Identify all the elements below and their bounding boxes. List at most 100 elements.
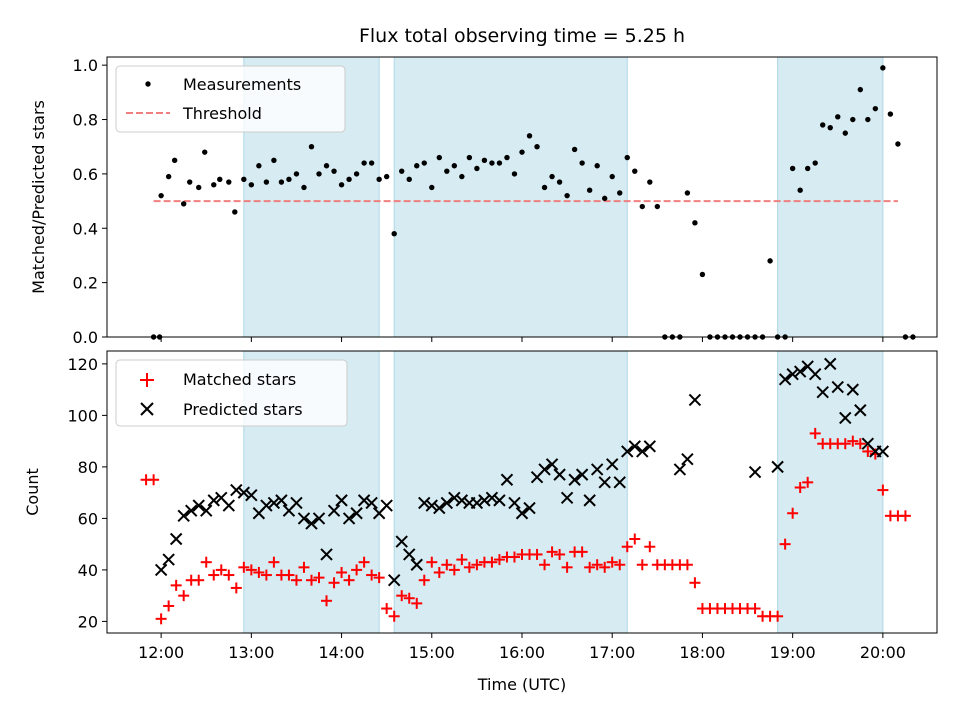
predicted-star-point (613, 476, 626, 489)
matched-star-point (426, 556, 438, 568)
predicted-star-point (162, 553, 175, 566)
top-y-axis-label: Matched/Predicted stars (29, 100, 48, 294)
measurement-point (361, 160, 367, 166)
legend-measurements-label: Measurements (183, 75, 301, 94)
predicted-star-point (575, 468, 589, 481)
chart-title: Flux total observing time = 5.25 h (359, 25, 685, 47)
matched-star-point (787, 507, 799, 519)
measurement-point (406, 176, 412, 183)
measurement-point (180, 201, 187, 207)
matched-star-point (155, 613, 167, 625)
measurement-point (887, 111, 894, 117)
matched-star-point (230, 582, 242, 594)
measurement-point (601, 195, 608, 202)
matched-star-point (441, 559, 453, 571)
measurement-point (331, 168, 337, 174)
matched-star-point (539, 559, 551, 571)
matched-star-point (336, 566, 348, 578)
matched-star-point (321, 595, 333, 607)
shaded-interval-2 (393, 350, 628, 634)
matched-star-point (260, 569, 272, 581)
matched-star-point (456, 554, 468, 566)
top-x-ticks (160, 337, 884, 342)
measurement-point (368, 160, 375, 166)
measurement-point (857, 86, 864, 93)
measurement-point (797, 187, 803, 193)
measurement-point (647, 179, 653, 185)
measurement-point (338, 182, 345, 188)
bottom-x-ticks: 12:00 13:00 14:00 15:00 16:00 17:00 18:00 19:00… (138, 633, 906, 662)
matched-star-point (749, 603, 761, 615)
predicted-star-point (538, 463, 551, 476)
measurement-point (526, 133, 533, 139)
matched-star-point (178, 590, 190, 602)
legend-measurements-marker (145, 81, 151, 87)
predicted-star-point (275, 494, 288, 507)
predicted-star-point (207, 494, 220, 507)
legend-matched-label: Matched stars (183, 370, 296, 389)
measurement-point (232, 209, 238, 215)
matched-star-point (463, 561, 475, 573)
legend-predicted-label: Predicted stars (183, 400, 303, 419)
measurement-point (827, 124, 833, 131)
measurement-point (196, 184, 202, 191)
measurement-point (519, 149, 525, 155)
matched-star-point (170, 579, 182, 591)
predicted-star-point (824, 357, 837, 371)
matched-star-point (268, 556, 280, 568)
y-tick-label: 80 (78, 458, 98, 477)
measurement-point (421, 160, 427, 166)
measurement-point (451, 163, 458, 169)
measurement-point (346, 176, 352, 183)
predicted-star-point (560, 491, 574, 505)
predicted-star-point (568, 473, 581, 486)
predicted-star-point (154, 563, 168, 577)
matched-star-point (839, 438, 851, 450)
matched-star-point (576, 546, 588, 558)
y-tick-label: 0.6 (73, 165, 98, 184)
measurement-point (767, 258, 773, 264)
measurement-point (842, 130, 848, 136)
predicted-star-point (839, 411, 852, 425)
measurement-point (684, 190, 691, 196)
matched-star-point (681, 559, 693, 571)
predicted-star-point (440, 496, 454, 510)
measurement-point (496, 160, 503, 166)
predicted-star-point (808, 367, 822, 381)
measurement-point (556, 179, 563, 185)
y-tick-label: 40 (78, 561, 98, 580)
matched-star-point (629, 533, 641, 545)
matched-star-point (809, 427, 821, 439)
predicted-star-point (297, 512, 311, 525)
matched-star-point (290, 574, 302, 586)
matched-stars-points (140, 427, 911, 625)
measurement-point (323, 163, 330, 169)
measurement-point (624, 154, 630, 161)
matched-star-point (779, 538, 791, 550)
measurement-point (459, 173, 465, 180)
predicted-star-point (470, 496, 484, 510)
matched-star-point (328, 577, 340, 589)
matched-star-point (223, 569, 235, 581)
measurement-point (248, 182, 255, 188)
shaded-interval-3 (777, 350, 884, 634)
predicted-star-point (606, 458, 619, 471)
matched-star-point (899, 510, 911, 522)
measurement-point (158, 192, 164, 199)
matched-star-point (381, 603, 393, 615)
matched-star-point (644, 541, 656, 553)
matched-star-point (366, 569, 378, 581)
predicted-star-point (395, 535, 408, 548)
predicted-star-point (335, 494, 348, 507)
matched-star-point (215, 564, 227, 576)
measurement-point (511, 171, 518, 177)
y-tick-label: 120 (67, 355, 98, 374)
matched-star-point (245, 564, 257, 576)
top-y-ticks: 0.0 0.2 0.4 0.6 0.8 1.0 (73, 56, 107, 347)
matched-star-point (238, 561, 250, 573)
matched-star-point (448, 564, 460, 576)
x-tick-label: 17:00 (589, 643, 635, 662)
predicted-star-point (748, 465, 762, 479)
top-legend-box (115, 65, 346, 133)
